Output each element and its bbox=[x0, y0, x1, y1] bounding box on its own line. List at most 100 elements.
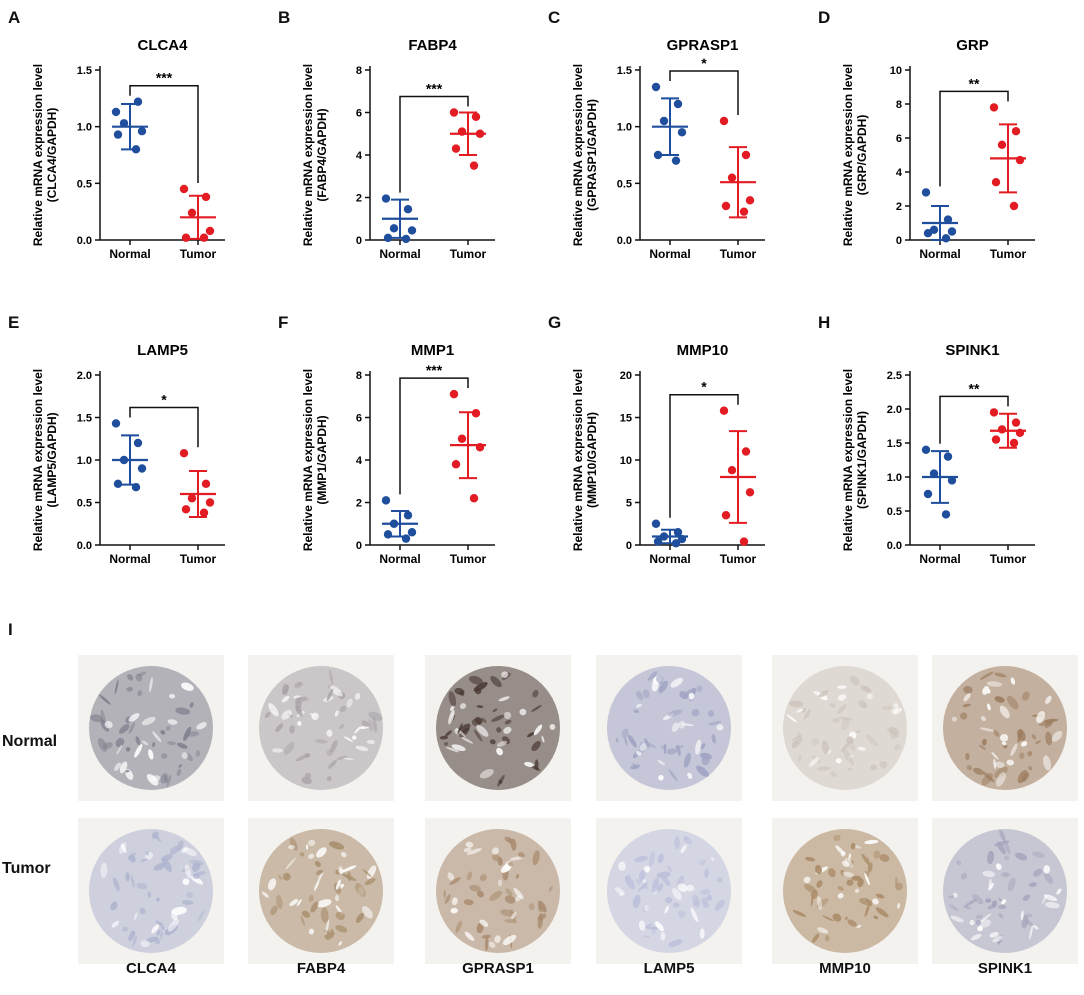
tissue-texture bbox=[840, 869, 845, 876]
significance-bracket bbox=[399, 95, 469, 193]
tissue-texture bbox=[672, 902, 680, 908]
tissue-texture bbox=[638, 869, 646, 881]
tissue-texture bbox=[125, 747, 131, 752]
tissue-texture bbox=[445, 730, 452, 737]
tissue-texture bbox=[848, 853, 852, 861]
tissue-texture bbox=[665, 896, 673, 904]
tissue-texture bbox=[128, 930, 136, 942]
tissue-texture bbox=[829, 703, 836, 708]
tissue-texture bbox=[816, 880, 823, 888]
column-label-fabp4: FABP4 bbox=[296, 960, 346, 977]
tissue-texture bbox=[296, 696, 308, 704]
tissue-texture bbox=[356, 912, 365, 923]
tissue-texture bbox=[803, 876, 811, 884]
tissue-texture bbox=[368, 711, 383, 721]
ihc-image-mmp10-normal bbox=[772, 655, 918, 801]
tissue-texture bbox=[503, 726, 512, 734]
tissue-texture bbox=[326, 688, 334, 701]
tissue-texture bbox=[115, 738, 125, 748]
tissue-texture bbox=[186, 892, 193, 898]
tissue-core bbox=[783, 666, 907, 790]
tissue-texture bbox=[1006, 759, 1015, 766]
tissue-texture bbox=[788, 700, 804, 708]
y-tick-label: 2 bbox=[356, 193, 362, 205]
tissue-texture bbox=[1001, 741, 1007, 746]
tissue-texture bbox=[995, 761, 1005, 768]
tissue-texture bbox=[1042, 895, 1048, 904]
significance-bracket bbox=[129, 84, 199, 183]
tissue-texture bbox=[838, 716, 854, 721]
y-tick-label: 0.5 bbox=[77, 498, 92, 510]
tissue-texture bbox=[454, 687, 465, 695]
data-point-normal bbox=[673, 528, 683, 537]
tissue-texture bbox=[674, 836, 680, 850]
tissue-texture bbox=[479, 874, 487, 882]
tissue-texture bbox=[624, 875, 635, 890]
y-tick-label: 0.0 bbox=[77, 540, 92, 552]
chart-mmp1: MMP1 Relative mRNA expression level(MMP1/… bbox=[301, 342, 495, 566]
tissue-texture bbox=[678, 720, 686, 729]
tissue-texture bbox=[987, 903, 996, 910]
y-tick-label: 2.0 bbox=[77, 370, 92, 382]
tissue-core bbox=[259, 829, 383, 953]
tissue-texture bbox=[658, 775, 664, 781]
data-point-tumor bbox=[745, 488, 755, 497]
tissue-texture bbox=[658, 680, 668, 694]
tissue-texture bbox=[1015, 852, 1028, 861]
tissue-texture bbox=[176, 768, 182, 777]
tissue-texture bbox=[277, 874, 283, 880]
tissue-texture bbox=[988, 878, 992, 889]
tissue-texture bbox=[848, 754, 854, 759]
tissue-texture bbox=[361, 905, 373, 919]
tissue-texture bbox=[894, 744, 901, 751]
tissue-texture bbox=[181, 900, 194, 905]
data-point-normal bbox=[653, 537, 663, 546]
tissue-texture bbox=[950, 915, 964, 923]
data-point-tumor bbox=[199, 233, 209, 242]
tissue-texture bbox=[691, 708, 700, 717]
tissue-texture bbox=[897, 902, 900, 909]
column-label-gprasp1: GPRASP1 bbox=[462, 960, 534, 977]
data-point-tumor bbox=[187, 208, 197, 217]
data-point-normal bbox=[651, 82, 661, 92]
tissue-texture bbox=[699, 928, 705, 939]
tissue-texture bbox=[636, 690, 644, 701]
tissue-texture bbox=[285, 857, 296, 870]
tissue-texture bbox=[299, 852, 305, 857]
panel-label-a: A bbox=[8, 8, 21, 27]
tissue-texture bbox=[515, 874, 520, 879]
tissue-texture bbox=[987, 850, 995, 865]
tissue-texture bbox=[195, 750, 200, 757]
tissue-texture bbox=[293, 681, 304, 689]
data-point-normal bbox=[921, 188, 931, 197]
data-point-tumor bbox=[997, 425, 1007, 434]
data-point-normal bbox=[381, 194, 391, 203]
tissue-texture bbox=[191, 862, 201, 872]
data-point-normal bbox=[677, 534, 687, 544]
tissue-texture bbox=[491, 714, 506, 722]
tissue-texture bbox=[875, 893, 885, 899]
y-tick-label: 15 bbox=[620, 413, 632, 425]
tissue-texture bbox=[986, 681, 1003, 687]
tissue-texture bbox=[681, 723, 694, 727]
tissue-texture bbox=[642, 905, 649, 913]
tissue-texture bbox=[1021, 691, 1030, 701]
tissue-texture bbox=[638, 920, 646, 931]
tissue-texture bbox=[368, 718, 373, 732]
tissue-texture bbox=[267, 878, 277, 891]
y-tick-label: 1.0 bbox=[617, 122, 632, 134]
tissue-texture bbox=[630, 764, 640, 770]
tissue-texture bbox=[979, 727, 995, 732]
tissue-texture bbox=[118, 842, 127, 854]
data-point-normal bbox=[111, 107, 121, 117]
tissue-texture bbox=[151, 924, 159, 934]
data-point-normal bbox=[673, 99, 683, 109]
tissue-texture bbox=[176, 840, 184, 851]
tissue-texture bbox=[335, 925, 348, 933]
tissue-texture bbox=[326, 775, 332, 782]
tissue-texture bbox=[633, 709, 640, 713]
tissue-texture bbox=[668, 769, 678, 782]
tissue-texture bbox=[797, 754, 802, 763]
tissue-texture bbox=[513, 887, 524, 900]
tissue-texture bbox=[1036, 711, 1046, 724]
